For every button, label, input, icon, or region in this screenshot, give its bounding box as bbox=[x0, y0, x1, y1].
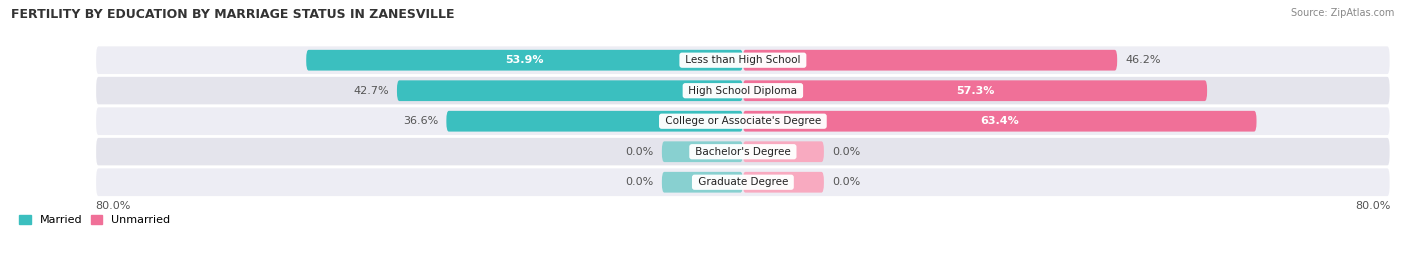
Text: 53.9%: 53.9% bbox=[505, 55, 544, 65]
Text: 0.0%: 0.0% bbox=[626, 177, 654, 187]
Text: 46.2%: 46.2% bbox=[1125, 55, 1161, 65]
FancyBboxPatch shape bbox=[94, 136, 1391, 167]
FancyBboxPatch shape bbox=[742, 80, 1208, 101]
FancyBboxPatch shape bbox=[662, 141, 742, 162]
FancyBboxPatch shape bbox=[742, 141, 824, 162]
FancyBboxPatch shape bbox=[742, 111, 1257, 132]
Text: 42.7%: 42.7% bbox=[353, 86, 389, 96]
FancyBboxPatch shape bbox=[94, 167, 1391, 197]
Text: 0.0%: 0.0% bbox=[626, 147, 654, 157]
FancyBboxPatch shape bbox=[94, 106, 1391, 136]
FancyBboxPatch shape bbox=[307, 50, 742, 70]
Text: Graduate Degree: Graduate Degree bbox=[695, 177, 792, 187]
FancyBboxPatch shape bbox=[662, 172, 742, 193]
FancyBboxPatch shape bbox=[94, 45, 1391, 76]
FancyBboxPatch shape bbox=[94, 76, 1391, 106]
Text: 0.0%: 0.0% bbox=[832, 147, 860, 157]
Text: Source: ZipAtlas.com: Source: ZipAtlas.com bbox=[1291, 8, 1395, 18]
Text: Bachelor's Degree: Bachelor's Degree bbox=[692, 147, 794, 157]
Text: 80.0%: 80.0% bbox=[94, 201, 131, 211]
FancyBboxPatch shape bbox=[446, 111, 742, 132]
FancyBboxPatch shape bbox=[396, 80, 742, 101]
Text: FERTILITY BY EDUCATION BY MARRIAGE STATUS IN ZANESVILLE: FERTILITY BY EDUCATION BY MARRIAGE STATU… bbox=[11, 8, 454, 21]
Text: 57.3%: 57.3% bbox=[956, 86, 994, 96]
Text: 0.0%: 0.0% bbox=[832, 177, 860, 187]
Legend: Married, Unmarried: Married, Unmarried bbox=[15, 211, 174, 230]
FancyBboxPatch shape bbox=[742, 172, 824, 193]
Text: College or Associate's Degree: College or Associate's Degree bbox=[662, 116, 824, 126]
Text: Less than High School: Less than High School bbox=[682, 55, 804, 65]
Text: High School Diploma: High School Diploma bbox=[685, 86, 800, 96]
Text: 36.6%: 36.6% bbox=[404, 116, 439, 126]
Text: 80.0%: 80.0% bbox=[1355, 201, 1391, 211]
Text: 63.4%: 63.4% bbox=[980, 116, 1019, 126]
FancyBboxPatch shape bbox=[742, 50, 1118, 70]
